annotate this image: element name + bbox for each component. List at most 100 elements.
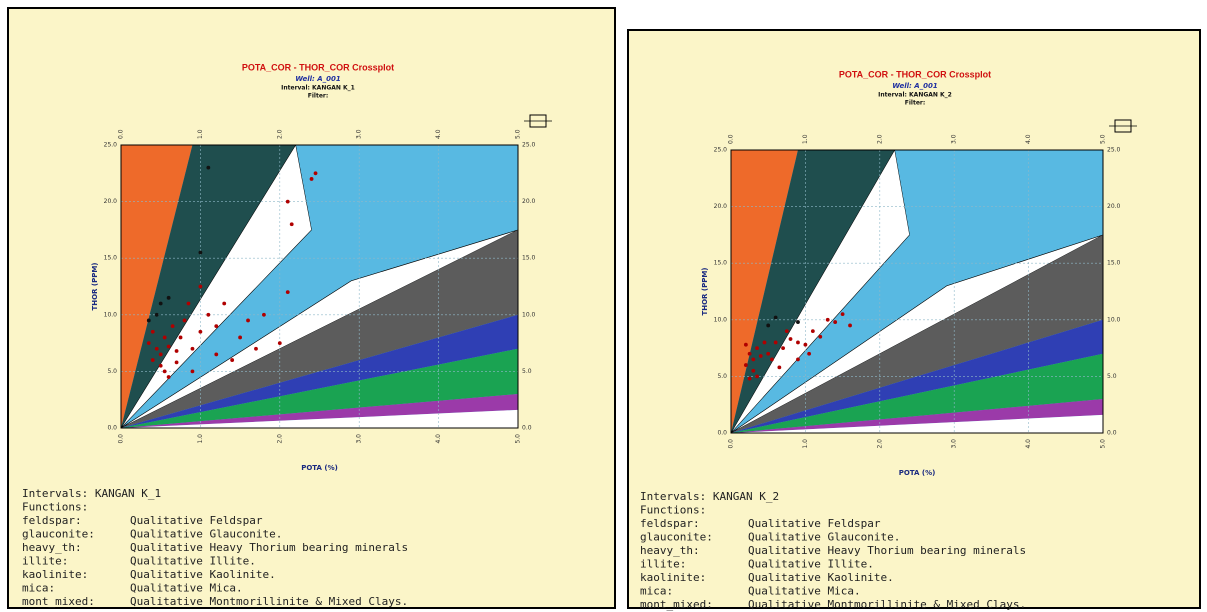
x-tick-label: 1.0 [802,439,809,449]
y-tick-label: 10.0 [104,311,118,318]
data-point [762,340,767,345]
x-tick-label: 3.0 [951,439,958,449]
data-point [825,317,830,322]
data-point [174,349,179,353]
x-tick-label-top: 3.0 [951,134,958,144]
function-description: Qualitative Illite. [748,558,874,571]
function-name: glauconite: [640,531,713,544]
data-point [246,318,250,323]
y-tick-label-right: 15.0 [522,255,536,262]
interval-label: Interval: KANGAN K_2 [878,92,952,99]
function-name: feldspar: [640,517,700,530]
data-point [262,312,266,317]
function-description: Qualitative Glauconite. [748,531,900,544]
data-point [254,346,258,351]
filter-label: Filter: [905,100,926,107]
data-point [758,354,763,358]
y-tick-label-right: 0.0 [522,425,532,432]
x-tick-label-top: 1.0 [197,129,204,139]
y-tick-label: 5.0 [107,368,117,375]
data-point [170,324,175,329]
function-name: heavy_th: [22,541,82,554]
data-point [796,320,800,324]
data-point [743,342,748,347]
function-name: feldspar: [22,514,82,527]
plot-frame [120,144,519,429]
x-tick-label-top: 1.0 [802,134,809,144]
y-tick-label-right: 20.0 [1107,203,1121,210]
data-point [803,342,808,347]
data-point [747,351,752,356]
data-point [162,335,167,340]
x-tick-label: 2.0 [276,434,283,444]
lithology-zones [731,150,1103,433]
x-tick-label-top: 5.0 [515,129,522,139]
data-point [755,346,759,350]
y-tick-label-right: 5.0 [522,368,532,375]
x-tick-label: 4.0 [1025,439,1032,449]
function-description: Qualitative Mica. [748,585,861,598]
y-tick-label-right: 25.0 [1107,147,1121,154]
function-name: heavy_th: [640,544,700,557]
data-point [781,346,785,350]
x-tick-label-top: 2.0 [876,134,883,144]
data-point [807,351,812,356]
data-point [190,369,195,374]
function-description: Qualitative Feldspar [130,514,263,527]
data-point [174,360,179,365]
lithology-zones [121,145,518,428]
data-point [285,290,290,295]
function-description: Qualitative Illite. [130,555,256,568]
data-point [796,340,800,345]
data-point [206,312,211,317]
data-point [289,222,294,227]
y-tick-label: 0.0 [717,430,727,437]
x-tick-label-top: 3.0 [356,129,363,139]
function-name: mica: [22,582,55,595]
data-point [150,358,155,362]
function-description: Qualitative Montmorillinite & Mixed Clay… [130,595,408,608]
function-description: Qualitative Kaolinite. [130,568,276,581]
data-point [162,369,167,374]
data-point [833,320,838,324]
data-point [313,171,318,176]
function-description: Qualitative Mica. [130,582,243,595]
x-tick-label: 1.0 [197,434,204,444]
data-point [158,363,163,368]
function-description: Qualitative Heavy Thorium bearing minera… [130,541,408,554]
y-tick-label-right: 0.0 [1107,430,1117,437]
data-point [150,329,155,334]
data-point [818,334,823,339]
data-point [154,346,159,351]
chart-subtitle: Well: A_001 [892,82,938,90]
chart-title: POTA_COR - THOR_COR Crossplot [839,69,991,79]
function-description: Qualitative Kaolinite. [748,571,894,584]
data-point [198,250,203,255]
function-name: glauconite: [22,528,95,541]
data-point [166,295,171,300]
y-tick-label: 15.0 [714,260,728,267]
data-point [766,351,771,356]
y-axis-label: THOR (PPM) [701,267,709,315]
y-tick-label-right: 10.0 [1107,316,1121,323]
intervals-text: Intervals: KANGAN K_2 [640,490,779,503]
y-tick-label-right: 10.0 [522,311,536,318]
data-point [743,363,748,367]
data-point [777,365,782,370]
data-point [773,340,778,345]
data-point [222,301,227,306]
data-point [158,301,163,306]
data-point [198,329,203,334]
y-tick-label-right: 25.0 [522,142,536,149]
data-point [277,341,282,345]
y-tick-label: 25.0 [104,142,118,149]
x-tick-label: 3.0 [356,434,363,444]
data-point [158,352,163,357]
data-point [770,357,774,362]
function-description: Qualitative Montmorillinite & Mixed Clay… [748,598,1026,611]
chart-subtitle: Well: A_001 [295,75,341,83]
data-point [146,341,151,345]
x-tick-label: 2.0 [876,439,883,449]
